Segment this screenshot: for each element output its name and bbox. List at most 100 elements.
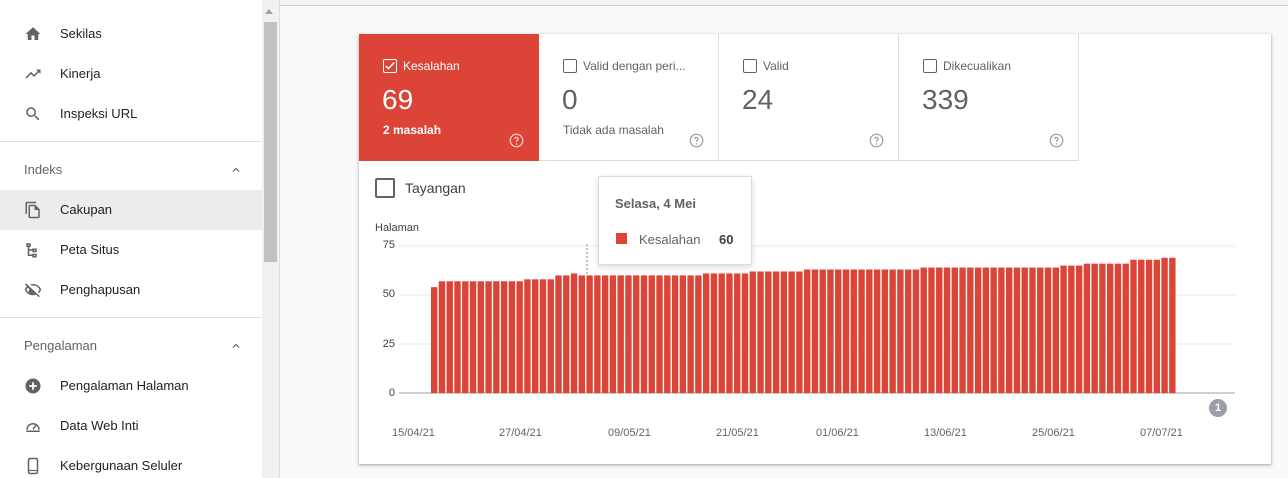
scroll-up-arrow-icon[interactable] <box>265 9 273 14</box>
chart-bar[interactable] <box>702 273 710 393</box>
chart-bar[interactable] <box>462 281 469 393</box>
chart-bar[interactable] <box>469 281 477 393</box>
chart-bar[interactable] <box>734 273 741 393</box>
chart-bar[interactable] <box>726 273 733 393</box>
chart-bar[interactable] <box>1037 267 1044 393</box>
sidebar-item-peta-situs[interactable]: Peta Situs <box>0 230 262 270</box>
chart-bar[interactable] <box>873 269 881 393</box>
chart-bar[interactable] <box>1083 263 1091 393</box>
chart-bar[interactable] <box>974 267 982 393</box>
tile-valid-dengan-peringatan[interactable]: Valid dengan peri... 0 Tidak ada masalah <box>539 34 719 161</box>
chart-bar[interactable] <box>1106 263 1114 393</box>
chart-bar[interactable] <box>431 287 438 393</box>
chart-bar[interactable] <box>1029 267 1036 393</box>
chart-bar[interactable] <box>1044 267 1052 393</box>
chart-bar[interactable] <box>889 269 896 393</box>
chart-bar[interactable] <box>609 275 617 393</box>
chart-bar[interactable] <box>998 267 1005 393</box>
tile-valid[interactable]: Valid 24 <box>719 34 899 161</box>
chart-bar[interactable] <box>912 269 920 393</box>
chart-bar[interactable] <box>710 273 718 393</box>
chart-bar[interactable] <box>1145 259 1153 393</box>
chart-bar[interactable] <box>601 275 609 393</box>
chart-bar[interactable] <box>648 275 655 393</box>
chart-bar[interactable] <box>1130 259 1137 393</box>
chart-bar[interactable] <box>671 275 679 393</box>
sidebar-item-pengalaman-halaman[interactable]: Pengalaman Halaman <box>0 366 262 406</box>
sidebar-item-kinerja[interactable]: Kinerja <box>0 54 262 94</box>
chart-bar[interactable] <box>524 279 531 393</box>
tile-kesalahan[interactable]: Kesalahan 69 2 masalah <box>359 34 539 161</box>
chart-bar[interactable] <box>516 281 523 393</box>
chart-bar[interactable] <box>493 281 500 393</box>
chart-bar[interactable] <box>578 275 586 393</box>
chart-bar[interactable] <box>679 275 687 393</box>
sidebar-item-kebergunaan-seluler[interactable]: Kebergunaan Seluler <box>0 446 262 478</box>
chart-bar[interactable] <box>500 281 508 393</box>
chart-bar[interactable] <box>881 269 889 393</box>
sidebar-item-sekilas[interactable]: Sekilas <box>0 14 262 54</box>
chart-bar[interactable] <box>1153 259 1161 393</box>
chart-bar[interactable] <box>772 271 780 393</box>
chart-bar[interactable] <box>555 275 562 393</box>
chart-bar[interactable] <box>664 275 671 393</box>
annotation-marker[interactable]: 1 <box>1209 399 1227 417</box>
chart-bar[interactable] <box>438 281 446 393</box>
chart-bar[interactable] <box>1138 259 1145 393</box>
tile-dikecualikan[interactable]: Dikecualikan 339 <box>899 34 1079 161</box>
chart-bar[interactable] <box>780 271 788 393</box>
chart-bar[interactable] <box>749 271 756 393</box>
chart-bar[interactable] <box>741 273 749 393</box>
chart-bar[interactable] <box>757 271 764 393</box>
help-icon[interactable] <box>689 133 704 148</box>
chart-bar[interactable] <box>928 267 935 393</box>
chart-bar[interactable] <box>819 269 826 393</box>
chart-bar[interactable] <box>563 275 570 393</box>
chart-bar[interactable] <box>508 281 516 393</box>
sidebar-item-data-web-inti[interactable]: Data Web Inti <box>0 406 262 446</box>
sidebar-item-inspeksi-url[interactable]: Inspeksi URL <box>0 94 262 134</box>
chart-bar[interactable] <box>454 281 461 393</box>
chart-bar[interactable] <box>967 267 974 393</box>
chart-bar[interactable] <box>485 281 492 393</box>
chart-bar[interactable] <box>1052 267 1059 393</box>
help-icon[interactable] <box>1049 133 1064 148</box>
chart-bar[interactable] <box>1091 263 1098 393</box>
chart-bar[interactable] <box>904 269 912 393</box>
chart-bar[interactable] <box>811 269 819 393</box>
chart-bar[interactable] <box>788 271 795 393</box>
chart-bar[interactable] <box>656 275 663 393</box>
chart-bar[interactable] <box>936 267 943 393</box>
chart-bar[interactable] <box>477 281 485 393</box>
chart-bar[interactable] <box>990 267 997 393</box>
scrollbar-thumb[interactable] <box>264 22 277 262</box>
help-icon[interactable] <box>869 133 884 148</box>
chart-bar[interactable] <box>920 267 927 393</box>
chart-bar[interactable] <box>532 279 539 393</box>
chart-bar[interactable] <box>959 267 966 393</box>
checkbox-unchecked[interactable] <box>743 59 757 73</box>
checkbox-unchecked[interactable] <box>563 59 577 73</box>
chart-bar[interactable] <box>640 275 648 393</box>
checkbox-checked[interactable] <box>383 59 397 73</box>
chart-bar[interactable] <box>1122 263 1129 393</box>
chart-bar[interactable] <box>850 269 857 393</box>
chart-bar[interactable] <box>858 269 865 393</box>
chart-bar[interactable] <box>718 273 725 393</box>
chart-bar[interactable] <box>897 269 904 393</box>
chart-bar[interactable] <box>1169 257 1176 393</box>
chart-bar[interactable] <box>982 267 990 393</box>
chart-bar[interactable] <box>570 273 578 393</box>
chart-bar[interactable] <box>765 271 772 393</box>
section-header-indeks[interactable]: Indeks <box>0 150 262 190</box>
chart-bar[interactable] <box>539 279 547 393</box>
chart-bar[interactable] <box>1005 267 1013 393</box>
chart-bar[interactable] <box>827 269 834 393</box>
sidebar-item-penghapusan[interactable]: Penghapusan <box>0 270 262 310</box>
chart-bar[interactable] <box>1060 265 1067 393</box>
section-header-pengalaman[interactable]: Pengalaman <box>0 326 262 366</box>
chart-bar[interactable] <box>687 275 694 393</box>
chart-bar[interactable] <box>625 275 632 393</box>
help-icon[interactable] <box>509 133 524 148</box>
chart-bar[interactable] <box>695 275 702 393</box>
